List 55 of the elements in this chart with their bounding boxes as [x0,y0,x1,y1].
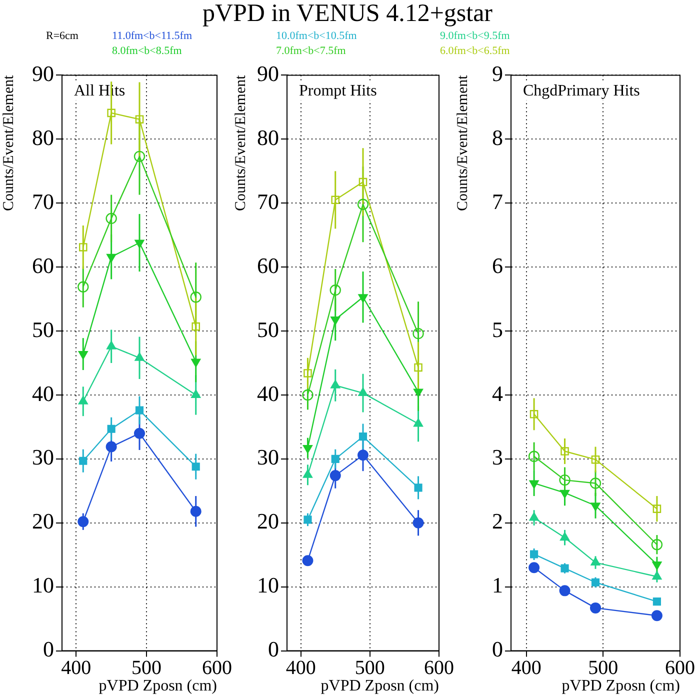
y-tick-label: 0 [268,636,279,662]
y-tick-label: 5 [492,316,503,342]
text: 8.0fm<b<8.5fm [112,45,182,57]
y-tick-label: 40 [257,380,279,406]
y-axis-title: Counts/Event/Element [0,74,17,212]
y-tick-label: 1 [492,572,503,598]
y-tick-label: 50 [32,316,54,342]
x-axis-title: pVPD Zposn (cm) [320,678,439,695]
y-tick-label: 10 [257,572,279,598]
text: R=6cm [46,30,78,42]
x-tick-label: 500 [132,657,162,680]
x-axis-title: pVPD Zposn (cm) [98,678,217,695]
y-tick-label: 0 [43,636,54,662]
y-tick-label: 90 [257,60,279,86]
y-tick-label: 80 [257,124,279,150]
x-axis-title: pVPD Zposn (cm) [562,678,680,695]
y-tick-label: 10 [32,572,54,598]
text: 7.0fm<b<7.5fm [276,45,346,57]
y-tick-label: 8 [492,124,503,150]
y-tick-label: 90 [32,60,54,86]
y-tick-label: 60 [257,252,279,278]
y-tick-label: 9 [492,60,503,86]
x-tick-label: 400 [511,657,542,680]
y-tick-label: 60 [32,252,54,278]
x-tick-label: 600 [665,657,695,680]
y-tick-label: 7 [492,188,503,214]
y-tick-label: 70 [32,188,54,214]
y-tick-label: 30 [257,444,279,470]
text: 6.0fm<b<6.5fm [440,45,510,57]
x-tick-label: 400 [61,657,92,680]
y-tick-label: 70 [257,188,279,214]
y-axis-title: Counts/Event/Element [454,74,471,212]
x-tick-label: 400 [286,657,316,680]
y-tick-label: 4 [492,380,503,406]
y-tick-label: 20 [32,508,54,534]
x-tick-label: 600 [424,657,454,680]
text: 9.0fm<b<9.5fm [440,30,510,42]
y-tick-label: 0 [492,636,503,662]
y-tick-label: 3 [492,444,503,470]
y-tick-label: 40 [32,380,54,406]
y-tick-label: 80 [32,124,54,150]
y-tick-label: 20 [257,508,279,534]
annotation: ChgdPrimary Hits [523,82,640,100]
y-tick-label: 6 [492,252,503,278]
y-tick-label: 30 [32,444,54,470]
x-tick-label: 500 [588,657,618,680]
y-axis-title: Counts/Event/Element [232,74,249,212]
text: 11.0fm<b<11.5fm [112,30,192,42]
y-tick-label: 50 [257,316,279,342]
x-tick-label: 500 [354,657,385,680]
chart-title: pVPD in VENUS 4.12+gstar [201,0,494,28]
annotation: Prompt Hits [299,82,377,100]
text: 10.0fm<b<10.5fm [276,30,357,42]
y-tick-label: 2 [492,508,503,534]
x-tick-label: 600 [202,657,232,680]
